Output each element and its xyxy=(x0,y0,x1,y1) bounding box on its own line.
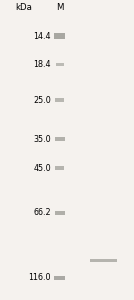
Text: 14.4: 14.4 xyxy=(33,32,51,41)
Bar xyxy=(55,137,65,141)
Bar xyxy=(54,276,65,280)
Text: 116.0: 116.0 xyxy=(28,273,51,282)
Text: 66.2: 66.2 xyxy=(33,208,51,217)
Bar xyxy=(90,259,117,262)
Bar xyxy=(56,63,64,66)
Text: 18.4: 18.4 xyxy=(33,60,51,69)
Bar xyxy=(54,34,65,39)
Bar xyxy=(55,166,64,170)
Text: kDa: kDa xyxy=(16,3,33,12)
Text: 35.0: 35.0 xyxy=(33,134,51,143)
Text: 25.0: 25.0 xyxy=(33,96,51,105)
Text: 45.0: 45.0 xyxy=(33,164,51,172)
Bar xyxy=(55,98,64,102)
Bar xyxy=(55,211,65,215)
Text: M: M xyxy=(56,3,63,12)
